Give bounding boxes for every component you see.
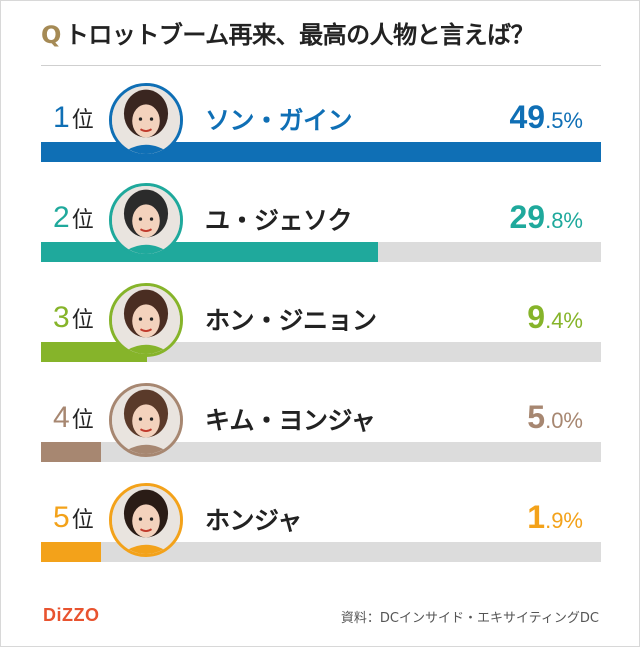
person-name: ソン・ガイン <box>205 106 353 135</box>
title-text: トロットブーム再来、最高の人物と言えば？ <box>64 21 535 49</box>
portrait-icon <box>109 83 183 157</box>
percentage-label: 9.4% <box>527 299 583 336</box>
rank-number: 2 <box>53 201 70 234</box>
portrait-icon <box>109 483 183 557</box>
percentage-decimal: .0% <box>545 408 583 433</box>
ranking-row: 1 位 ソン・ガイン 49.5% <box>1 83 640 183</box>
percentage-integer: 49 <box>509 99 546 135</box>
rank-suffix: 位 <box>71 208 94 233</box>
rank-suffix: 位 <box>71 308 94 333</box>
person-name: キム・ヨンジャ <box>205 406 376 435</box>
title-divider <box>41 65 601 66</box>
percentage-decimal: .5% <box>545 108 583 133</box>
rank-number: 4 <box>53 401 70 434</box>
rank-number: 1 <box>53 101 70 134</box>
percentage-decimal: .8% <box>545 208 583 233</box>
person-name: ユ・ジェソク <box>205 206 353 235</box>
person-name: ホン・ジニョン <box>205 306 377 335</box>
portrait-icon <box>109 183 183 257</box>
brand-logo: DiZZO <box>43 605 100 625</box>
chart-title: Q トロットブーム再来、最高の人物と言えば？ <box>41 15 535 50</box>
percentage-integer: 5 <box>527 399 546 435</box>
title-q-mark: Q <box>41 21 61 49</box>
rank-number: 5 <box>53 501 70 534</box>
percentage-decimal: .9% <box>545 508 583 533</box>
bar-track <box>41 442 601 462</box>
portrait-icon <box>109 383 183 457</box>
bar-fill <box>41 542 101 562</box>
rank-number: 3 <box>53 301 70 334</box>
rank-suffix: 位 <box>71 508 94 533</box>
person-name: ホンジャ <box>205 506 302 535</box>
percentage-label: 29.8% <box>509 199 583 236</box>
rank-suffix: 位 <box>71 108 94 133</box>
bar-fill <box>41 142 601 162</box>
source-note: 資料：DCインサイド・エキサイティングDC <box>340 611 599 626</box>
ranking-row: 2 位 ユ・ジェソク 29.8% <box>1 183 640 283</box>
percentage-label: 1.9% <box>527 499 583 536</box>
percentage-decimal: .4% <box>545 308 583 333</box>
percentage-label: 5.0% <box>527 399 583 436</box>
bar-fill <box>41 442 101 462</box>
percentage-integer: 1 <box>527 499 546 535</box>
ranking-row: 5 位 ホンジャ 1.9% <box>1 483 640 583</box>
percentage-integer: 29 <box>509 199 546 235</box>
bar-track <box>41 542 601 562</box>
rank-suffix: 位 <box>71 408 94 433</box>
ranking-row: 4 位 キム・ヨンジャ 5.0% <box>1 383 640 483</box>
ranking-row: 3 位 ホン・ジニョン 9.4% <box>1 283 640 383</box>
bar-track <box>41 342 601 362</box>
portrait-icon <box>109 283 183 357</box>
percentage-label: 49.5% <box>509 99 583 136</box>
bar-track <box>41 142 601 162</box>
percentage-integer: 9 <box>527 299 546 335</box>
bar-fill <box>41 242 379 262</box>
